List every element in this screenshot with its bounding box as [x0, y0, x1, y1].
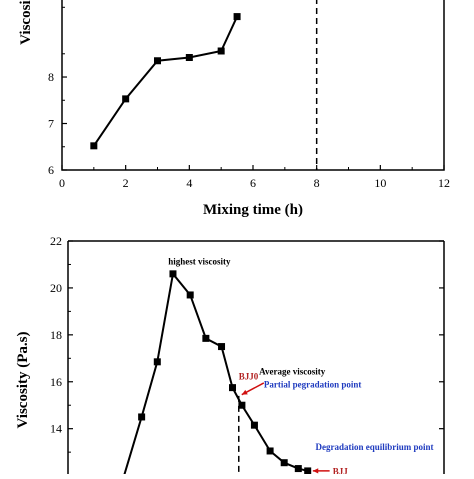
top-data-point — [90, 142, 98, 150]
bottom-annotation: highest viscosity — [168, 256, 231, 266]
top-data-point — [217, 47, 225, 55]
top-y-tick-label: 7 — [48, 117, 54, 131]
bottom-annotation: BJJ0 — [239, 371, 259, 381]
bottom-y-tick-label: 18 — [50, 328, 62, 342]
top-y-tick-label: 6 — [48, 163, 54, 177]
top-x-axis-label: Mixing time (h) — [203, 202, 303, 218]
top-x-tick-label: 2 — [123, 176, 129, 190]
top-data-point — [233, 13, 241, 21]
bottom-y-tick-label: 22 — [50, 234, 62, 248]
bjj0-arrow-head — [241, 389, 248, 395]
bottom-data-point — [153, 358, 161, 366]
bottom-series-layer: 14 16 18 20 22 highest viscosity Average visco… — [50, 234, 444, 479]
bottom-annotation: BJJ — [333, 466, 349, 474]
top-data-point — [185, 54, 193, 62]
top-series-line — [93, 16, 238, 147]
top-x-tick-label: 8 — [314, 176, 320, 190]
top-x-tick-label: 6 — [250, 176, 256, 190]
bottom-data-point — [186, 291, 194, 299]
bottom-data-point — [138, 413, 146, 421]
top-chart: Mixing time (h) Viscosity ( 0 2 4 6 8 10 12 6 7 8 — [18, 0, 450, 218]
bottom-y-tick-label: 14 — [50, 422, 62, 436]
bottom-data-point — [304, 467, 312, 475]
bottom-y-tick-label: 20 — [50, 281, 62, 295]
bottom-data-point — [266, 447, 274, 455]
top-data-point — [122, 95, 130, 103]
bottom-data-point — [229, 384, 236, 392]
bottom-data-point — [218, 343, 226, 351]
top-x-tick-label: 0 — [59, 176, 65, 190]
top-y-tick-label: 8 — [48, 70, 54, 84]
top-plot-frame — [61, 0, 445, 171]
bottom-y-tick-label: 16 — [50, 375, 62, 389]
bottom-data-point — [280, 459, 288, 467]
bjj-arrow-head — [312, 468, 319, 474]
top-y-axis-label: Viscosity ( — [18, 0, 34, 45]
top-series-layer: 0 2 4 6 8 10 12 6 7 8 — [48, 0, 450, 190]
bottom-annotation: Degradation equilibrium point — [316, 442, 434, 452]
bottom-data-point — [202, 334, 210, 342]
bottom-data-point — [294, 465, 302, 473]
bottom-y-axis-label: Viscosity (Pa.s) — [15, 332, 31, 429]
bottom-data-point — [169, 270, 177, 278]
bottom-data-point — [250, 421, 258, 429]
top-x-tick-label: 4 — [186, 176, 192, 190]
top-data-point — [154, 57, 161, 65]
top-x-tick-label: 12 — [438, 176, 450, 190]
bottom-data-point — [238, 401, 246, 409]
bottom-chart: Viscosity (Pa.s) 14 16 18 20 22 highest visco… — [15, 234, 445, 479]
bottom-annotation: Average viscosity — [259, 367, 326, 377]
top-x-tick-label: 10 — [374, 176, 386, 190]
bottom-annotation: Partial pegradation point — [264, 380, 362, 390]
